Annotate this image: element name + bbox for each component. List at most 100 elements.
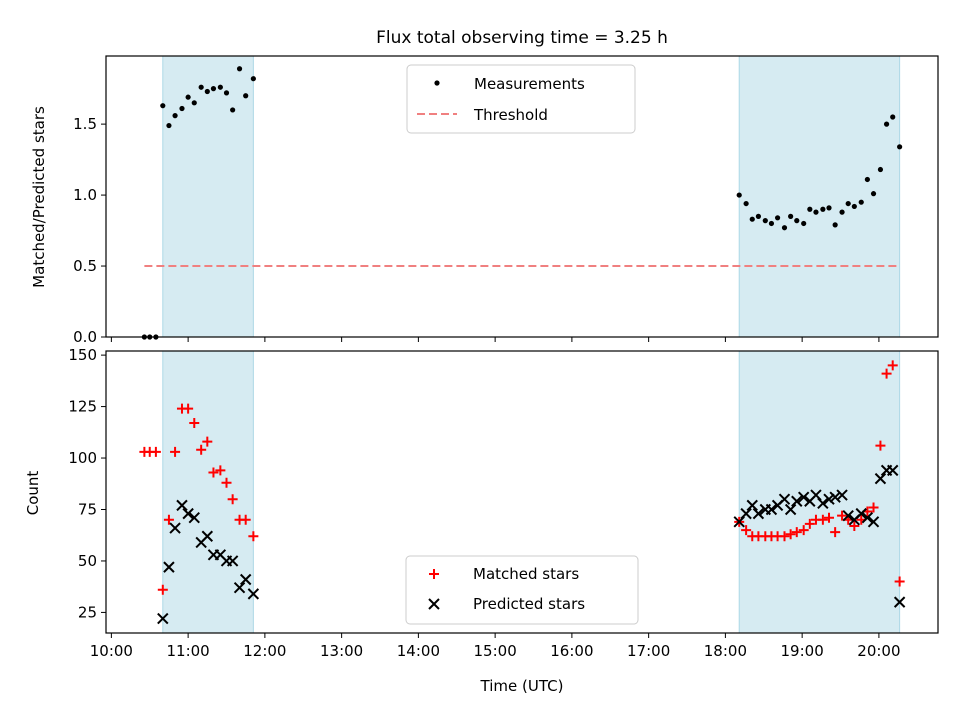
top-shaded-span-0 — [162, 55, 254, 338]
top-axes-frame — [105, 55, 939, 338]
predicted-stars-point — [247, 588, 260, 600]
bottom-x-tick-label: 15:00 — [474, 642, 517, 660]
matched-stars-point — [150, 446, 161, 457]
bottom-x-tick-label: 19:00 — [781, 642, 824, 660]
predicted-stars-point — [746, 499, 758, 512]
bottom-x-tick-label: 13:00 — [320, 642, 363, 660]
measurement-point — [890, 114, 896, 120]
predicted-stars-point — [893, 596, 906, 608]
predicted-stars-point — [784, 503, 797, 516]
bottom-y-tick-label: 50 — [78, 552, 97, 570]
top-series-dot — [141, 66, 903, 340]
measurement-point — [736, 192, 742, 198]
predicted-stars-point — [182, 507, 194, 520]
predicted-stars-point — [829, 491, 841, 503]
bottom-legend: Matched stars Predicted stars — [405, 555, 639, 625]
measurement-point — [243, 93, 249, 99]
matched-stars-point — [785, 529, 796, 540]
bottom-panel-counts: 25 50 75 100 125 150 10:00 11:00 12:00 13:00 14:00… — [68, 346, 939, 660]
measurement-point — [883, 121, 890, 127]
matched-stars-point — [824, 512, 835, 523]
legend-box — [406, 64, 636, 134]
predicted-stars-point — [842, 509, 854, 522]
matched-stars-point — [157, 584, 168, 595]
bottom-series-x — [157, 464, 906, 625]
measurement-point — [897, 144, 903, 150]
top-y-tick-label: 0.5 — [73, 257, 97, 275]
bottom-y-tick-label: 25 — [78, 603, 97, 621]
matched-stars-point — [875, 440, 886, 451]
measurement-point — [743, 200, 749, 207]
measurement-point — [172, 113, 178, 119]
top-y-tick-label: 1.0 — [73, 186, 97, 204]
measurement-point — [236, 66, 243, 72]
matched-stars-point — [804, 518, 815, 529]
matched-stars-point — [894, 576, 905, 587]
measurement-point — [762, 218, 768, 224]
matched-stars-point — [849, 520, 860, 531]
measurement-point — [160, 103, 166, 109]
legend-marker-measurements — [434, 80, 440, 86]
predicted-stars-point — [163, 561, 175, 573]
matched-stars-point — [227, 494, 238, 505]
bottom-x-tick-label: 18:00 — [704, 642, 747, 660]
predicted-stars-point — [157, 612, 169, 625]
predicted-stars-point — [867, 516, 880, 528]
matched-stars-point — [202, 436, 213, 447]
bottom-x-tick-label: 12:00 — [243, 642, 286, 660]
bottom-x-tick-label: 16:00 — [550, 642, 593, 660]
matched-stars-point — [791, 527, 802, 538]
matched-stars-point — [741, 525, 752, 536]
predicted-stars-point — [823, 493, 835, 505]
matched-stars-point — [830, 527, 841, 538]
top-y-tick-label: 0.0 — [73, 328, 97, 346]
matched-stars-point — [189, 418, 200, 429]
measurement-point — [813, 209, 819, 215]
predicted-stars-point — [797, 491, 810, 503]
measurement-point — [191, 100, 197, 106]
matched-stars-point — [887, 360, 898, 371]
measurement-point — [839, 209, 845, 215]
bottom-y-axis-label: Count — [24, 471, 42, 516]
matched-stars-point — [248, 531, 259, 542]
measurement-point — [820, 206, 826, 212]
measurement-point — [826, 205, 832, 211]
measurement-point — [801, 220, 807, 227]
bottom-x-tick-label: 10:00 — [90, 642, 133, 660]
legend-marker-matched-stars — [429, 569, 439, 579]
matched-stars-point — [215, 465, 226, 476]
x-axis-label: Time (UTC) — [480, 677, 564, 695]
top-shaded-span-1 — [738, 55, 901, 338]
measurement-point — [250, 76, 256, 82]
measurement-point — [807, 206, 813, 212]
bottom-y-tick-label: 125 — [68, 398, 97, 416]
predicted-stars-point — [887, 464, 899, 477]
top-legend: Measurements Threshold — [406, 64, 636, 134]
measurement-point — [774, 215, 781, 221]
predicted-stars-point — [176, 499, 188, 512]
measurement-point — [755, 213, 761, 219]
matched-stars-point — [170, 446, 181, 457]
predicted-stars-point — [874, 472, 887, 485]
measurement-point — [749, 216, 755, 222]
measurement-point — [166, 122, 172, 129]
legend-marker-predicted-stars — [428, 598, 440, 610]
matched-stars-point — [221, 477, 232, 488]
measurement-point — [870, 191, 877, 197]
predicted-stars-point — [169, 522, 181, 534]
matched-stars-point — [163, 514, 174, 525]
matched-stars-point — [240, 514, 251, 525]
top-y-axis-label: Matched/Predicted stars — [30, 106, 48, 288]
predicted-stars-point — [861, 512, 874, 524]
measurement-point — [794, 218, 800, 224]
chart-title: Flux total observing time = 3.25 h — [376, 28, 668, 48]
measurement-point — [179, 105, 185, 112]
predicted-stars-point — [855, 507, 867, 520]
bottom-y-tick-label: 150 — [68, 346, 97, 364]
bottom-x-tick-label: 17:00 — [627, 642, 670, 660]
predicted-stars-point — [752, 507, 765, 520]
matched-stars-point — [817, 514, 828, 525]
measurement-point — [768, 220, 775, 227]
predicted-stars-point — [740, 507, 752, 520]
